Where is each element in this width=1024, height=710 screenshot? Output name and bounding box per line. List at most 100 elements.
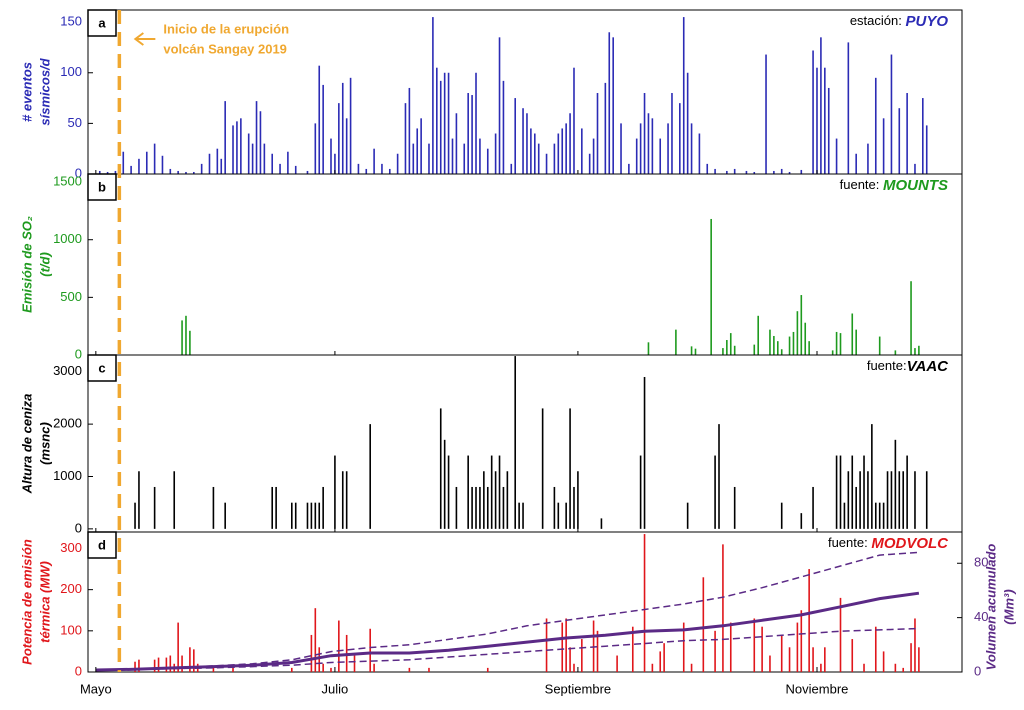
bar — [596, 93, 599, 174]
bar — [561, 622, 564, 672]
bar — [416, 128, 419, 174]
bar — [216, 148, 219, 174]
bar — [306, 170, 309, 174]
y-tick-label: 300 — [60, 540, 82, 555]
bar — [486, 667, 489, 672]
bar — [682, 17, 685, 174]
bar — [322, 84, 324, 174]
bar — [224, 101, 226, 174]
bar — [173, 471, 176, 529]
bar — [369, 424, 371, 529]
bar — [820, 37, 822, 175]
y-tick-label: 150 — [60, 14, 82, 29]
bar — [863, 455, 865, 529]
bar — [796, 311, 799, 355]
panel-frame — [87, 354, 963, 533]
bar — [506, 471, 509, 529]
bar — [847, 42, 850, 174]
bar — [138, 471, 140, 529]
bar — [530, 128, 532, 174]
bar — [686, 72, 689, 174]
bar — [808, 569, 810, 672]
bar — [780, 168, 783, 174]
bar — [134, 661, 136, 672]
bar — [925, 125, 928, 174]
bar — [796, 622, 799, 672]
bar — [643, 534, 646, 672]
bar — [341, 82, 344, 174]
bar — [541, 408, 544, 529]
bar — [279, 163, 281, 174]
bar — [291, 502, 293, 529]
panel-letter: a — [98, 15, 106, 30]
source-label: fuente: MOUNTS — [840, 177, 948, 194]
bar — [800, 513, 803, 529]
bar — [604, 82, 607, 174]
bar — [914, 348, 916, 355]
bar — [659, 138, 662, 174]
panel-frame — [87, 173, 963, 356]
bar — [745, 170, 748, 174]
bar — [733, 168, 736, 174]
bar — [345, 118, 348, 174]
bar — [573, 67, 575, 174]
x-tick-label: Septiembre — [545, 681, 611, 696]
bar — [330, 138, 332, 174]
y2-tick-label: 40 — [974, 609, 988, 624]
source-name: MOUNTS — [883, 177, 948, 194]
bar — [373, 148, 375, 174]
bar — [455, 486, 458, 529]
bar — [639, 123, 642, 174]
x-tick-label: Julio — [322, 681, 349, 696]
bar — [502, 80, 505, 174]
bar — [138, 659, 140, 672]
bar — [620, 123, 622, 174]
bar — [271, 486, 274, 529]
bar — [220, 158, 223, 174]
y-axis-label: Potencia de emisión — [19, 539, 34, 665]
bar — [330, 667, 332, 672]
bar — [232, 667, 234, 672]
bar — [726, 170, 728, 174]
bar — [753, 344, 756, 355]
bar — [816, 67, 818, 174]
bar — [635, 138, 638, 174]
bar — [753, 171, 756, 174]
bar — [533, 133, 536, 174]
bar — [859, 471, 861, 529]
bar — [185, 315, 187, 355]
bar — [914, 163, 916, 174]
bar — [608, 32, 611, 174]
source-name: VAAC — [907, 358, 950, 375]
bar — [157, 657, 160, 672]
bar — [667, 123, 669, 174]
bar — [918, 345, 920, 355]
panel-letter-box — [87, 9, 117, 37]
bar — [467, 93, 469, 174]
bar — [553, 486, 556, 529]
bar — [765, 54, 767, 174]
bar — [906, 93, 908, 174]
source-label: fuente: MODVOLC — [828, 535, 949, 552]
bar — [314, 123, 317, 174]
y-tick-label: 0 — [75, 165, 82, 180]
bar — [322, 663, 324, 672]
bar — [518, 502, 520, 529]
bar — [153, 659, 156, 672]
bar — [647, 342, 650, 355]
bar — [910, 643, 912, 672]
bar — [522, 108, 524, 174]
bar — [153, 486, 156, 529]
bar — [498, 455, 501, 529]
bar — [690, 346, 693, 355]
bar — [275, 486, 277, 529]
bar — [874, 626, 877, 672]
bar — [874, 77, 877, 174]
bar — [467, 455, 469, 529]
bar — [263, 143, 266, 174]
bar — [812, 486, 814, 529]
bar — [486, 148, 489, 174]
bar — [643, 93, 646, 174]
bar — [193, 649, 195, 672]
y-axis-label: Altura de ceniza — [19, 394, 34, 495]
